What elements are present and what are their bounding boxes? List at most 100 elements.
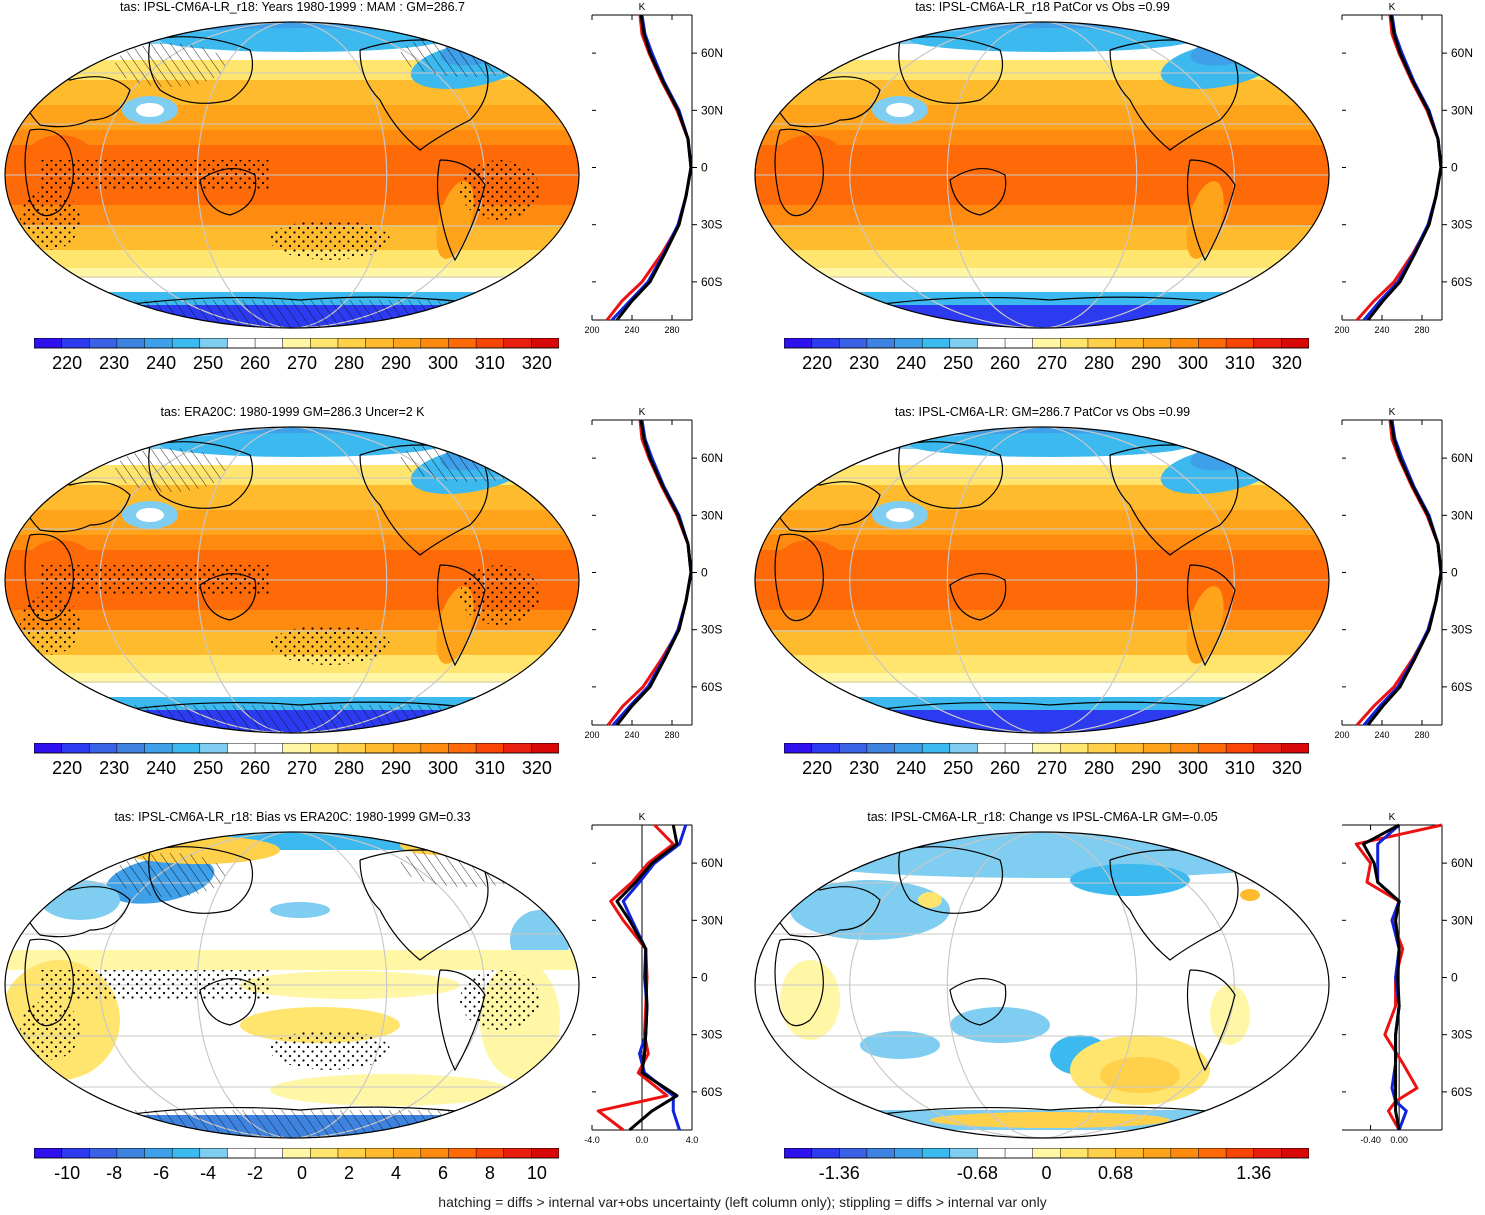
colorbar-tick-label: 2 [344,1163,354,1183]
colorbar-tick-label: 240 [896,353,926,373]
profile-lat-label: 30S [1451,1028,1472,1042]
profile-series-line [615,419,693,726]
colorbar-swatch [1142,1147,1172,1159]
colorbar-swatch [1087,1147,1117,1159]
colorbar-tick-label: -0.68 [957,1163,998,1183]
colorbar-swatch [171,337,201,349]
colorbar-tick-label: 230 [849,353,879,373]
profile-series-line [1355,419,1443,726]
colorbar-tick-label: 290 [381,353,411,373]
colorbar-tick-label: 280 [334,758,364,778]
profile-lat-label: 30S [701,1028,722,1042]
zonal-profile-plot: K 60N 30N 0 30S 60S 200 240 280 [1334,2,1473,335]
profile-lat-label: 0 [1451,971,1458,985]
profile-lat-label: 60N [1451,451,1473,465]
colorbar-swatch [811,742,841,754]
colorbar-swatch [171,1147,201,1159]
panel-5: tas: IPSL-CM6A-LR_r18: Bias vs ERA20C: 1… [0,810,740,1215]
colorbar-svg: 220 230 240 250 260 270 280 290 300 310 320 [783,337,1310,373]
zonal-profile-plot: K 60N 30N 0 30S 60S -0.40 0.00 [1342,812,1473,1145]
colorbar-swatch [1115,1147,1144,1159]
colorbar-swatch [310,742,339,754]
colorbar-swatch [1032,742,1062,754]
profile-lat-label: 30S [701,623,722,637]
colorbar-swatch [1198,337,1227,349]
profile-unit: K [639,407,646,418]
profile-x-tick-label: 4.0 [686,1135,699,1145]
colorbar-swatch [783,337,813,349]
colorbar-svg: 220 230 240 250 260 270 280 290 300 310 320 [33,337,560,373]
colorbar-swatch [420,742,450,754]
colorbar-tick-label: 270 [1037,758,1067,778]
colorbar-tick-label: 320 [522,758,552,778]
panel-title: tas: IPSL-CM6A-LR: GM=286.7 PatCor vs Ob… [894,405,1191,419]
colorbar: 220 230 240 250 260 270 280 290 300 310 320 [783,337,1310,383]
colorbar-tick-label: 6 [438,1163,448,1183]
colorbar-swatch [1032,1147,1062,1159]
panel-2: tas: IPSL-CM6A-LR_r18 PatCor vs Obs =0.9… [750,0,1485,405]
colorbar-swatch [1225,1147,1255,1159]
colorbar-swatch [365,742,394,754]
colorbar-swatch [392,742,422,754]
panel-title: tas: IPSL-CM6A-LR_r18: Bias vs ERA20C: 1… [114,810,471,824]
colorbar-swatch [1087,337,1117,349]
profile-lat-label: 30N [1451,103,1473,117]
colorbar-tick-label: 250 [193,758,223,778]
profile-x-tick-label: 280 [664,325,679,335]
profile-lat-label: 0 [701,566,708,580]
profile-x-tick-label: -0.40 [1360,1135,1381,1145]
colorbar-tick-label: -4 [200,1163,216,1183]
colorbar-tick-label: 10 [527,1163,547,1183]
profile-series-line [1366,14,1443,321]
profile-lat-label: 60S [701,680,722,694]
profile-lat-label: 30N [701,913,723,927]
colorbar-tick-label: 320 [1272,353,1302,373]
colorbar-swatch [116,337,146,349]
colorbar-swatch [783,1147,813,1159]
colorbar-swatch [61,337,91,349]
colorbar-swatch [337,337,367,349]
colorbar-swatch [839,1147,868,1159]
colorbar-swatch [1198,742,1227,754]
profile-lat-label: 60S [1451,680,1472,694]
colorbar-swatch [531,337,560,349]
profile-lat-label: 0 [701,161,708,175]
colorbar-swatch [977,337,1006,349]
colorbar-swatch [448,337,477,349]
colorbar-tick-label: 290 [1131,353,1161,373]
panel-4: tas: IPSL-CM6A-LR: GM=286.7 PatCor vs Ob… [750,405,1485,810]
colorbar-svg: -10 -8 -6 -4 -2 0 2 4 6 8 10 [33,1147,560,1183]
colorbar-swatch [977,1147,1006,1159]
colorbar-swatch [365,337,394,349]
profile-x-tick-label: 280 [664,730,679,740]
profile-unit: K [1389,407,1396,418]
profile-lat-label: 30S [701,218,722,232]
profile-x-tick-label: 280 [1414,730,1429,740]
map-plot [4,21,580,329]
colorbar-swatch [116,742,146,754]
profile-x-tick-label: 240 [1374,730,1389,740]
colorbar-swatch [144,1147,173,1159]
colorbar-tick-label: 250 [943,758,973,778]
colorbar-swatch [811,337,841,349]
colorbar-swatch [1115,742,1144,754]
colorbar-swatch [949,337,979,349]
profile-series-line [615,14,693,321]
colorbar-tick-label: 270 [287,353,317,373]
colorbar-swatch [1115,337,1144,349]
footer-note: hatching = diffs > internal var+obs unce… [438,1194,1047,1210]
colorbar-swatch [227,337,256,349]
colorbar-tick-label: 260 [240,353,270,373]
colorbar-swatch [310,337,339,349]
colorbar-swatch [420,1147,450,1159]
colorbar-swatch [1142,337,1172,349]
colorbar-tick-label: 0 [1041,1163,1051,1183]
colorbar-swatch [310,1147,339,1159]
colorbar-swatch [199,1147,229,1159]
profile-lat-label: 60N [1451,46,1473,60]
colorbar-swatch [1004,742,1034,754]
colorbar-swatch [1170,337,1200,349]
colorbar-tick-label: 240 [146,353,176,373]
colorbar-swatch [282,1147,312,1159]
colorbar-swatch [894,742,923,754]
